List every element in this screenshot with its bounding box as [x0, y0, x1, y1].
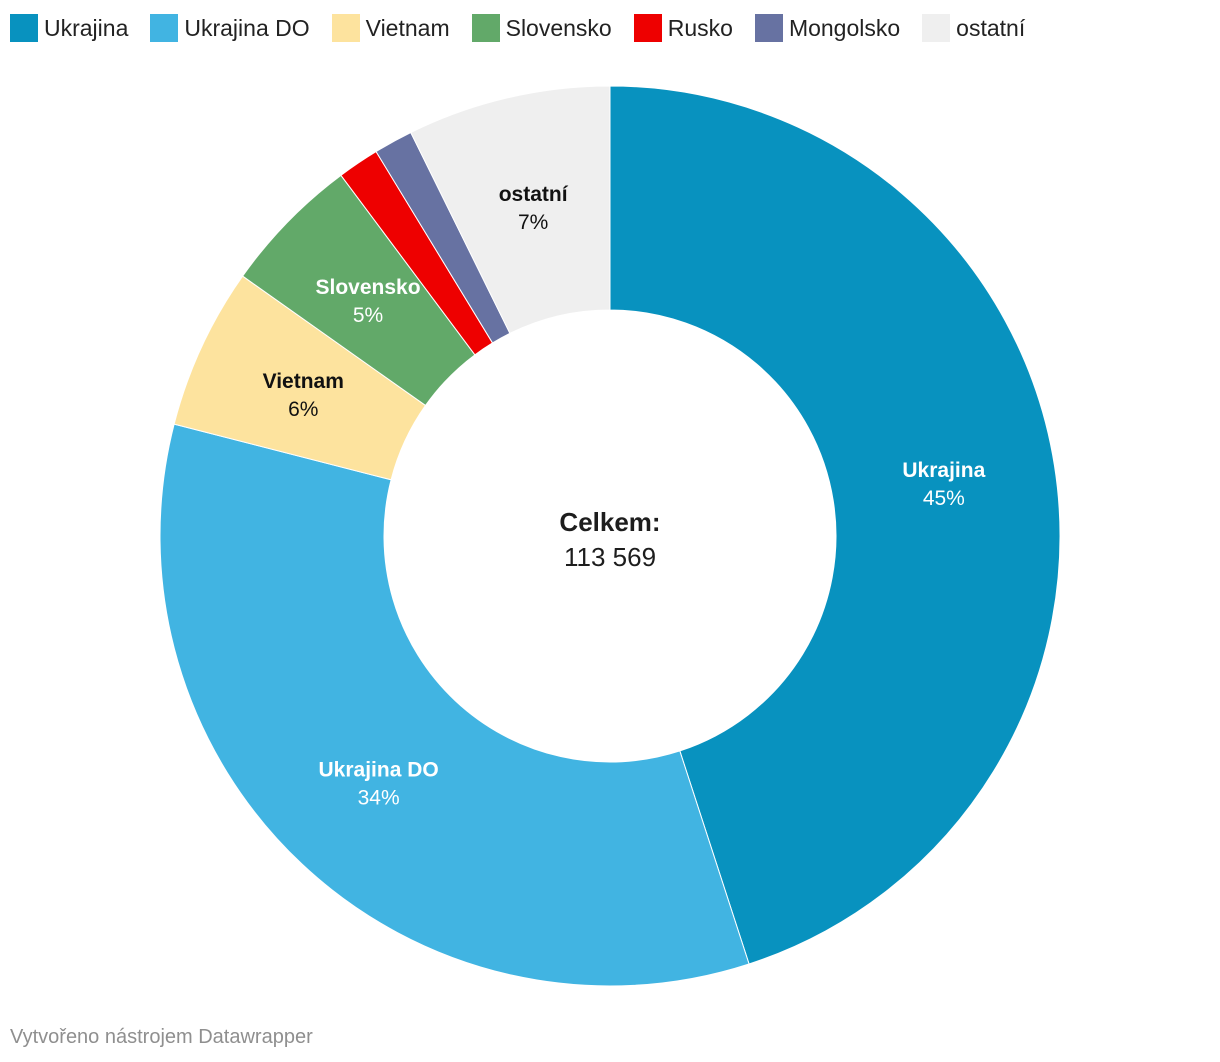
legend-item-ukrajina-do: Ukrajina DO: [150, 14, 310, 42]
legend-swatch: [633, 14, 662, 42]
legend-item-rusko: Rusko: [633, 14, 733, 42]
slice-label-percent: 7%: [518, 211, 548, 234]
slice-label-name: Vietnam: [263, 370, 344, 393]
footer-credit: Vytvořeno nástrojem Datawrapper: [10, 1026, 313, 1048]
slice-label-percent: 5%: [353, 304, 383, 327]
legend-label: Ukrajina: [44, 15, 129, 41]
slice-label-percent: 6%: [288, 398, 318, 421]
legend-label: Vietnam: [365, 15, 450, 41]
legend-label: Rusko: [667, 15, 733, 41]
slice-label-name: Slovensko: [315, 276, 420, 299]
legend-label: ostatní: [956, 15, 1026, 41]
legend-swatch: [331, 14, 360, 42]
slice-ukrajina: [609, 85, 1061, 965]
slice-label-name: ostatní: [499, 183, 569, 206]
slice-ukrajina-do: [159, 423, 750, 987]
slice-label-percent: 45%: [923, 487, 965, 510]
center-title: Celkem:: [559, 507, 660, 537]
legend-item-mongolsko: Mongolsko: [754, 14, 901, 42]
legend-item-vietnam: Vietnam: [331, 14, 450, 42]
legend-swatch: [150, 14, 179, 42]
legend-item-ukrajina: Ukrajina: [10, 14, 128, 42]
legend-swatch: [754, 14, 783, 42]
slice-label-percent: 34%: [358, 786, 400, 809]
legend-label: Ukrajina DO: [184, 15, 310, 41]
legend-swatch: [922, 14, 951, 42]
legend-item-ostatni: ostatní: [922, 14, 1025, 42]
slice-ostatni: [410, 85, 611, 335]
slice-label-name: Ukrajina DO: [319, 758, 439, 781]
slice-label-name: Ukrajina: [902, 459, 985, 482]
legend-label: Slovensko: [505, 15, 612, 41]
center-total-value: 113 569: [564, 542, 656, 572]
chart-legend: Ukrajina Ukrajina DO Vietnam Slovensko Rusko…: [10, 12, 1025, 44]
legend-swatch: [10, 14, 38, 42]
legend-item-slovensko: Slovensko: [471, 14, 612, 42]
legend-label: Mongolsko: [788, 15, 901, 41]
legend-swatch: [471, 14, 500, 42]
